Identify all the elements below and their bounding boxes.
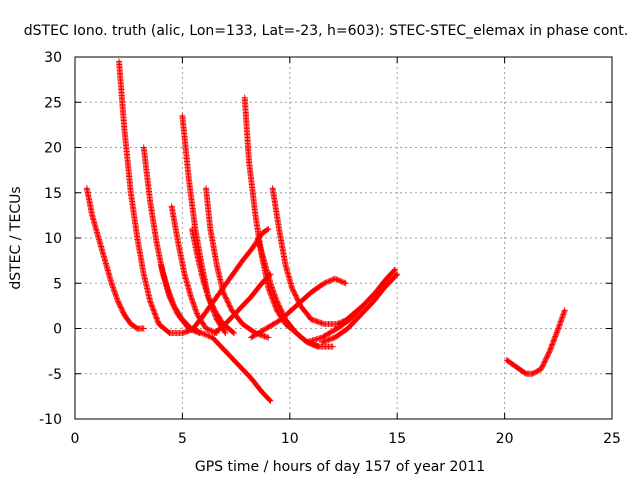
data-series-17 <box>334 266 399 332</box>
data-point-markers <box>319 271 401 346</box>
x-tick-label: 0 <box>71 431 80 447</box>
data-point-markers <box>503 307 568 377</box>
data-point-markers <box>168 203 220 337</box>
data-point-markers <box>157 262 274 404</box>
data-point-markers <box>211 271 274 337</box>
data-point-markers <box>248 275 349 341</box>
x-tick-label: 15 <box>388 431 406 447</box>
data-series-13 <box>211 271 274 337</box>
y-tick-label: -5 <box>48 367 62 383</box>
data-series-4 <box>168 203 220 337</box>
data-series-1 <box>83 185 147 332</box>
data-series-12 <box>190 225 272 332</box>
data-point-markers <box>334 266 399 332</box>
y-tick-label: 10 <box>44 231 62 247</box>
plot-frame <box>74 56 613 420</box>
x-tick-label: 10 <box>281 431 299 447</box>
data-point-markers <box>269 185 351 327</box>
data-series-5 <box>179 112 229 337</box>
data-series-11 <box>269 185 351 327</box>
y-tick-label: 5 <box>53 276 62 292</box>
data-point-markers <box>179 112 229 337</box>
y-tick-label: 0 <box>53 322 62 338</box>
x-tick-label: 5 <box>178 431 187 447</box>
grid-lines <box>75 57 612 419</box>
y-tick-label: 15 <box>44 186 62 202</box>
data-series-8 <box>157 262 274 404</box>
y-tick-label: -10 <box>39 412 62 428</box>
chart-title: dSTEC Iono. truth (alic, Lon=133, Lat=-2… <box>24 23 628 39</box>
data-point-markers <box>203 185 272 341</box>
y-tick-label: 25 <box>44 95 62 111</box>
x-tick-label: 20 <box>496 431 514 447</box>
y-tick-label: 30 <box>44 50 62 66</box>
x-axis-label: GPS time / hours of day 157 of year 2011 <box>195 459 485 475</box>
data-series-14 <box>248 275 349 341</box>
data-point-markers <box>116 58 199 337</box>
data-series-16 <box>319 271 401 346</box>
data-series-18 <box>503 307 568 377</box>
data-point-markers <box>83 185 147 332</box>
data-point-markers <box>190 225 272 332</box>
axis-ticks: 0 5 10 15 20 25 -10 -5 0 5 10 15 20 25 30 <box>39 50 621 447</box>
x-tick-label: 25 <box>603 431 621 447</box>
y-tick-label: 20 <box>44 141 62 157</box>
data-series-2 <box>116 58 199 337</box>
data-points <box>83 58 568 404</box>
data-series-7 <box>203 185 272 341</box>
y-axis-label: dSTEC / TECUs <box>8 186 24 289</box>
